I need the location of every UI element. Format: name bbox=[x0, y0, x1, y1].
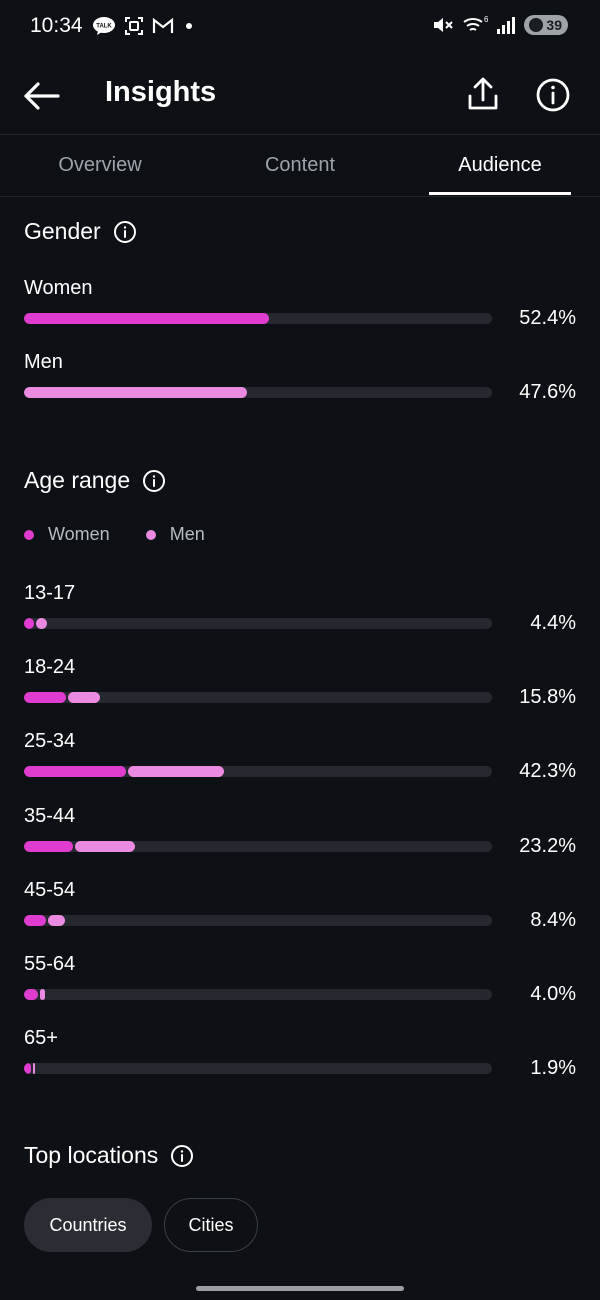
info-icon bbox=[536, 78, 570, 112]
gender-section-title: Gender bbox=[24, 218, 137, 245]
age-bar-women bbox=[24, 692, 66, 704]
age-bar-women bbox=[24, 618, 34, 629]
info-icon[interactable] bbox=[170, 1144, 194, 1168]
age-bar-men bbox=[128, 766, 224, 778]
gender-percentage: 52.4% bbox=[519, 307, 576, 329]
network-badge-text: 6 bbox=[484, 15, 488, 24]
age-bar-women bbox=[24, 766, 127, 778]
legend-women-dot bbox=[24, 529, 34, 540]
arrow-left-icon bbox=[24, 82, 60, 110]
age-bar-men bbox=[40, 989, 45, 1000]
info-icon[interactable] bbox=[142, 469, 166, 493]
age-percentage: 4.0% bbox=[530, 983, 576, 1005]
gender-title: Gender bbox=[24, 218, 101, 244]
age-bar-track bbox=[24, 1063, 492, 1075]
gender-bar-track bbox=[24, 313, 492, 324]
age-bar-women bbox=[24, 1063, 32, 1075]
age-bar-men bbox=[75, 840, 135, 852]
top-locations-section-title: Top locations bbox=[24, 1142, 194, 1169]
age-bar-men bbox=[67, 692, 100, 704]
share-button[interactable] bbox=[462, 74, 504, 116]
age-percentage: 1.9% bbox=[530, 1057, 576, 1080]
power-saving-icon bbox=[529, 18, 543, 32]
age-range-section-title: Age range bbox=[24, 467, 166, 494]
age-range-label: 35-44 bbox=[24, 804, 76, 827]
gender-percentage: 47.6% bbox=[519, 381, 576, 403]
age-bar-men bbox=[35, 618, 47, 629]
age-percentage: 42.3% bbox=[519, 760, 576, 783]
status-time: 10:34 bbox=[30, 14, 83, 37]
age-bar-women bbox=[24, 989, 39, 1000]
system-icons: 6 39 bbox=[432, 15, 568, 35]
age-range-label: 13-17 bbox=[24, 582, 76, 604]
countries-filter-button[interactable]: Countries bbox=[24, 1198, 152, 1252]
age-bar-men bbox=[33, 1063, 35, 1075]
dot-icon bbox=[186, 23, 192, 29]
signal-icon bbox=[497, 17, 515, 34]
age-bar-track bbox=[24, 766, 492, 778]
age-bar-track bbox=[24, 692, 492, 704]
age-range-title: Age range bbox=[24, 467, 131, 493]
tab-overview[interactable]: Overview bbox=[58, 154, 142, 176]
age-percentage: 15.8% bbox=[519, 686, 576, 709]
cities-filter-button[interactable]: Cities bbox=[164, 1198, 258, 1252]
legend-men-label: Men bbox=[169, 524, 205, 544]
tab-bar: Overview Content Audience bbox=[0, 135, 600, 197]
active-tab-indicator bbox=[429, 192, 571, 195]
gender-label: Men bbox=[24, 351, 63, 373]
age-bar-women bbox=[24, 840, 74, 852]
gender-bar-fill bbox=[24, 387, 247, 398]
gender-label: Women bbox=[24, 277, 93, 299]
top-locations-title: Top locations bbox=[24, 1142, 159, 1168]
status-bar: 10:34 TALK 6 bbox=[0, 0, 600, 56]
gender-bar-track bbox=[24, 387, 492, 398]
legend-men-dot bbox=[145, 529, 156, 540]
age-range-label: 55-64 bbox=[24, 953, 76, 975]
age-bar-track bbox=[24, 618, 492, 629]
info-icon[interactable] bbox=[113, 220, 137, 244]
age-legend: Women Men bbox=[24, 524, 205, 545]
age-bar-women bbox=[24, 914, 46, 926]
age-percentage: 8.4% bbox=[530, 908, 576, 931]
share-icon bbox=[468, 77, 498, 110]
age-bar-track bbox=[24, 914, 492, 926]
scan-icon bbox=[125, 17, 143, 35]
age-range-label: 18-24 bbox=[24, 656, 76, 679]
app-header: Insights bbox=[0, 56, 600, 135]
age-bar-men bbox=[47, 914, 66, 926]
battery-level: 39 bbox=[546, 17, 562, 33]
age-bar-track bbox=[24, 840, 492, 852]
age-percentage: 4.4% bbox=[530, 612, 576, 634]
wifi-icon: 6 bbox=[463, 15, 488, 31]
age-bar-track bbox=[24, 989, 492, 1000]
gender-bar-fill bbox=[24, 313, 270, 324]
back-button[interactable] bbox=[20, 76, 64, 116]
legend-men: Men bbox=[145, 524, 205, 545]
gmail-icon bbox=[152, 17, 174, 33]
notification-icons: TALK bbox=[92, 16, 192, 36]
age-range-label: 25-34 bbox=[24, 730, 76, 753]
talk-chat-icon: TALK bbox=[93, 17, 115, 35]
info-button[interactable] bbox=[532, 74, 574, 116]
age-range-label: 45-54 bbox=[24, 878, 76, 901]
legend-women-label: Women bbox=[48, 524, 110, 544]
page-title: Insights bbox=[105, 76, 217, 108]
legend-women: Women bbox=[24, 524, 110, 545]
home-indicator[interactable] bbox=[196, 1286, 404, 1291]
age-range-label: 65+ bbox=[24, 1027, 58, 1050]
talk-badge-text: TALK bbox=[96, 24, 112, 30]
tab-audience[interactable]: Audience bbox=[458, 154, 542, 176]
battery-icon: 39 bbox=[524, 15, 568, 35]
tab-content[interactable]: Content bbox=[264, 154, 336, 176]
age-percentage: 23.2% bbox=[519, 834, 576, 857]
mute-icon bbox=[434, 18, 453, 32]
